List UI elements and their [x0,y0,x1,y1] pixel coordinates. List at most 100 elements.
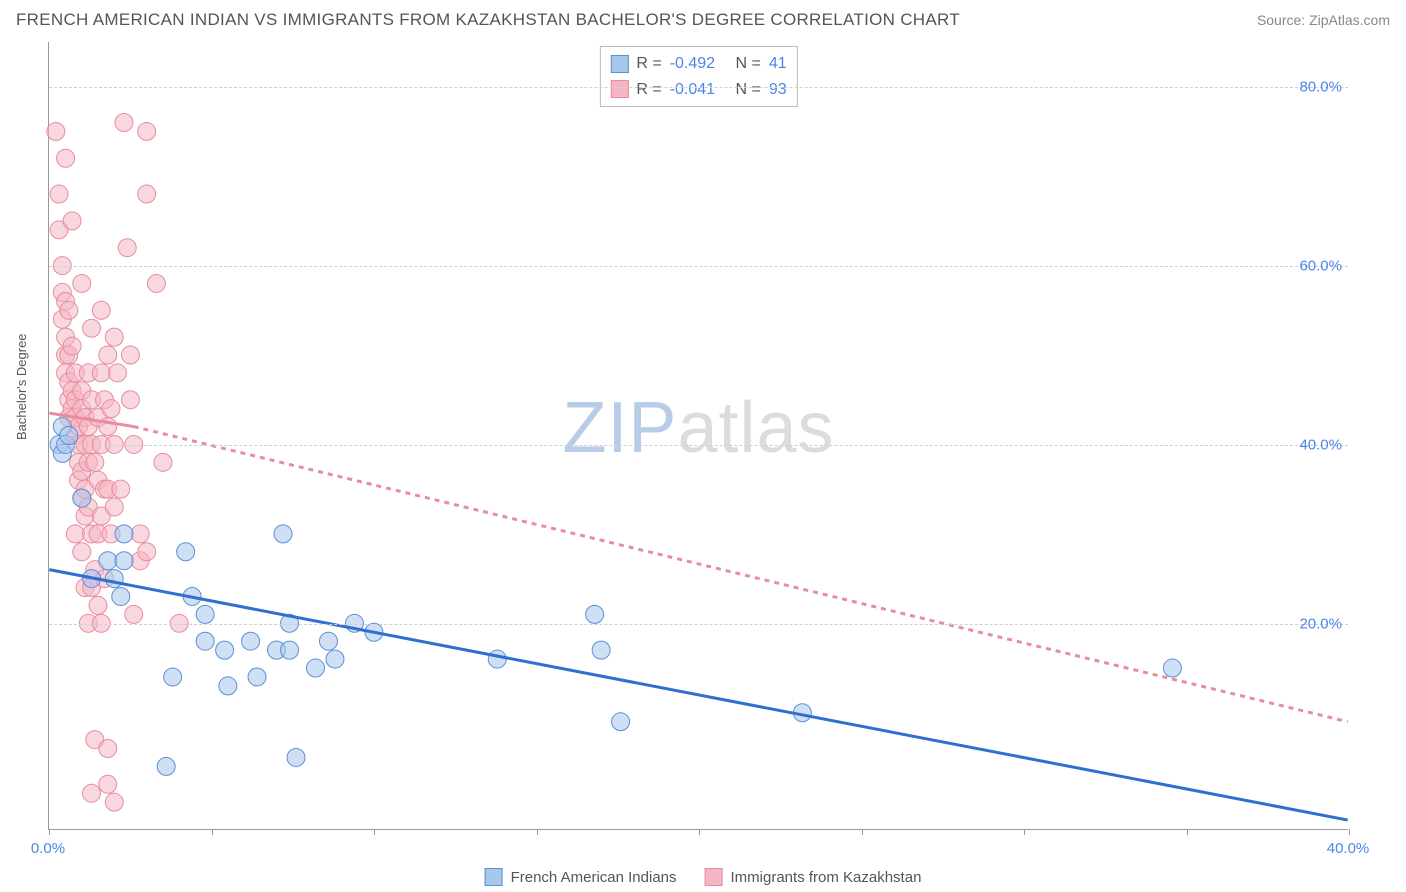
x-tick [699,829,700,835]
x-tick [374,829,375,835]
x-tick [862,829,863,835]
data-point [592,641,610,659]
n-label: N = [736,51,761,77]
data-point [115,552,133,570]
data-point [121,391,139,409]
y-tick-label: 80.0% [1299,78,1342,95]
data-point [319,632,337,650]
legend-item-series-1: French American Indians [485,868,677,886]
correlation-legend: R = -0.492 N = 41 R = -0.041 N = 93 [599,46,797,107]
y-tick-label: 60.0% [1299,257,1342,274]
y-tick-label: 40.0% [1299,436,1342,453]
data-point [177,543,195,561]
data-point [108,364,126,382]
swatch-series-1 [610,55,628,73]
data-point [115,114,133,132]
data-point [112,480,130,498]
data-point [73,489,91,507]
data-point [99,740,117,758]
data-point [326,650,344,668]
gridline [49,624,1348,625]
data-point [105,793,123,811]
y-axis-label: Bachelor's Degree [14,333,29,440]
swatch-series-1 [485,868,503,886]
data-point [102,400,120,418]
legend-label-1: French American Indians [511,869,677,886]
data-point [60,427,78,445]
data-point [121,346,139,364]
data-point [196,632,214,650]
data-point [115,525,133,543]
legend-row-series-1: R = -0.492 N = 41 [610,51,786,77]
gridline [49,445,1348,446]
data-point [73,543,91,561]
y-tick-label: 20.0% [1299,616,1342,633]
data-point [488,650,506,668]
gridline [49,266,1348,267]
swatch-series-2 [610,80,628,98]
chart-plot-area: ZIPatlas R = -0.492 N = 41 R = -0.041 N … [48,42,1348,830]
data-point [57,149,75,167]
data-point [281,641,299,659]
chart-header: FRENCH AMERICAN INDIAN VS IMMIGRANTS FRO… [0,0,1406,36]
data-point [105,498,123,516]
data-point [219,677,237,695]
data-point [83,319,101,337]
x-tick [1349,829,1350,835]
data-point [138,122,156,140]
data-point [89,596,107,614]
data-point [99,552,117,570]
data-point [63,337,81,355]
chart-source: Source: ZipAtlas.com [1257,12,1390,28]
data-point [92,301,110,319]
data-point [1163,659,1181,677]
r-value-1: -0.492 [670,51,715,77]
data-point [138,543,156,561]
data-point [60,301,78,319]
data-point [242,632,260,650]
data-point [125,605,143,623]
legend-row-series-2: R = -0.041 N = 93 [610,77,786,103]
data-point [99,346,117,364]
data-point [86,453,104,471]
data-point [99,775,117,793]
data-point [306,659,324,677]
n-value-1: 41 [769,51,787,77]
data-point [47,122,65,140]
data-point [83,784,101,802]
data-point [112,587,130,605]
data-point [164,668,182,686]
legend-label-2: Immigrants from Kazakhstan [731,869,922,886]
data-point [248,668,266,686]
data-point [66,525,84,543]
data-point [131,525,149,543]
data-point [216,641,234,659]
n-label: N = [736,77,761,103]
data-point [586,605,604,623]
scatter-plot-svg [49,42,1348,829]
data-point [147,274,165,292]
x-tick [537,829,538,835]
n-value-2: 93 [769,77,787,103]
r-label: R = [636,51,661,77]
x-tick-label: 40.0% [1327,840,1370,857]
series-legend: French American Indians Immigrants from … [485,868,922,886]
swatch-series-2 [705,868,723,886]
trend-line [49,570,1347,820]
data-point [287,748,305,766]
data-point [274,525,292,543]
data-point [73,274,91,292]
data-point [50,185,68,203]
x-tick-label: 0.0% [31,840,65,857]
gridline [49,87,1348,88]
r-label: R = [636,77,661,103]
data-point [157,757,175,775]
x-tick [1024,829,1025,835]
data-point [196,605,214,623]
legend-item-series-2: Immigrants from Kazakhstan [705,868,922,886]
data-point [63,212,81,230]
chart-title: FRENCH AMERICAN INDIAN VS IMMIGRANTS FRO… [16,10,960,30]
data-point [612,713,630,731]
x-tick [212,829,213,835]
x-tick [1187,829,1188,835]
